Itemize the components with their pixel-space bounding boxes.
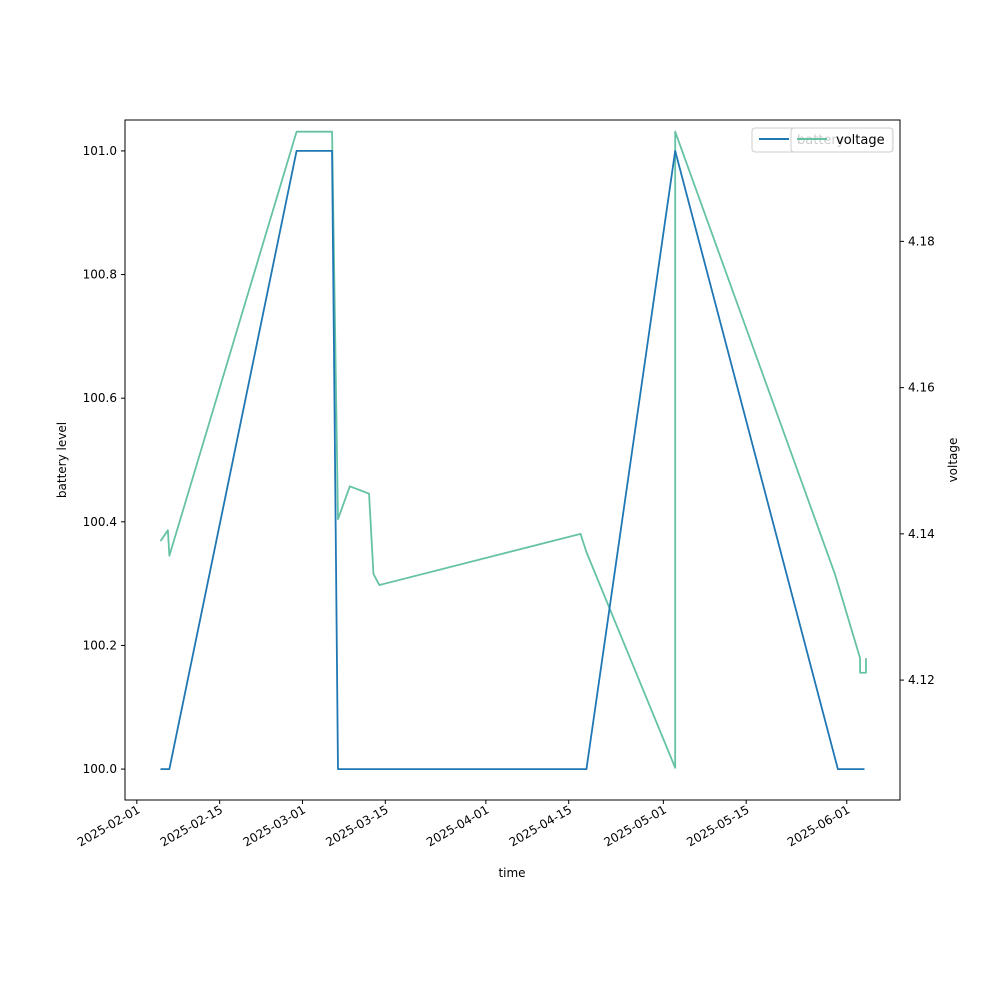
left-y-tick-label: 100.0: [83, 762, 117, 776]
legend-voltage: voltage: [790, 127, 894, 153]
left-y-tick-label: 100.2: [83, 638, 117, 652]
right-y-tick-label: 4.14: [908, 527, 935, 541]
right-y-tick-label: 4.12: [908, 673, 935, 687]
left-y-tick-label: 101.0: [83, 144, 117, 158]
legend-voltage-box: [790, 127, 894, 153]
left-y-tick-label: 100.8: [83, 268, 117, 282]
series-line-battery: [160, 150, 865, 770]
left-y-tick-label: 100.6: [83, 391, 117, 405]
right-y-axis-title: voltage: [946, 438, 960, 483]
right-y-tick-label: 4.18: [908, 234, 935, 248]
plot-area: [125, 120, 900, 800]
x-axis-title: time: [498, 866, 525, 880]
left-y-axis-title: battery level: [55, 422, 69, 498]
plot-frame: [124, 119, 901, 801]
legend-voltage-label: voltage: [836, 133, 885, 148]
series-lines: [159, 130, 867, 770]
right-y-tick-label: 4.16: [908, 381, 935, 395]
left-y-tick-label: 100.4: [83, 515, 117, 529]
series-line-voltage: [159, 130, 867, 769]
tick-marks: [121, 150, 904, 804]
